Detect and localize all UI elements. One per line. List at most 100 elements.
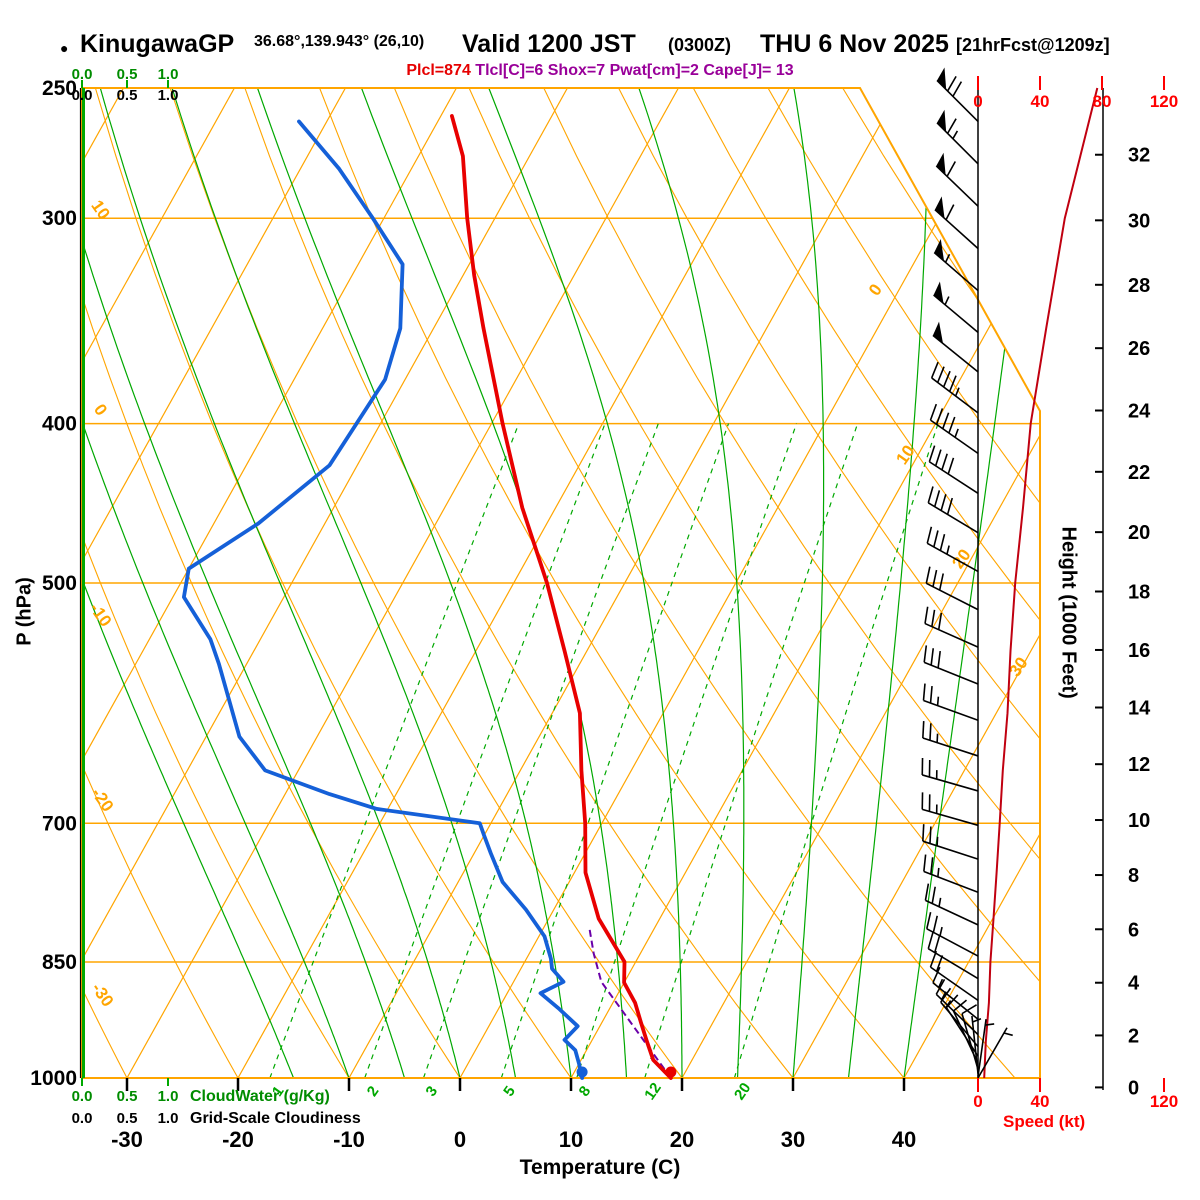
temperature-tick-labels: -30 -20 -10 0 10 20 30 40 <box>111 1078 916 1152</box>
svg-text:120: 120 <box>1150 1092 1178 1111</box>
svg-text:22: 22 <box>1128 462 1150 484</box>
cloudiness-scale-b0: 0.0 <box>71 1110 93 1127</box>
dewpoint-profile-line <box>182 119 584 1080</box>
svg-text:6: 6 <box>1128 919 1139 941</box>
moist-adiabats <box>82 88 1037 1078</box>
pressure-tick-labels: 250 300 400 500 700 850 1000 <box>30 77 77 1090</box>
valid-time: Valid 1200 JST <box>462 30 636 58</box>
svg-text:250: 250 <box>42 77 77 100</box>
svg-text:-20: -20 <box>222 1127 254 1152</box>
svg-text:32: 32 <box>1128 145 1150 167</box>
temperature-profile-line <box>450 114 673 1080</box>
cloudwater-scale-b1: 0.5 <box>116 1088 138 1105</box>
svg-text:12: 12 <box>1128 754 1150 776</box>
pressure-axis-label: P (hPa) <box>13 577 36 646</box>
cloudwater-legend: CloudWater (g/Kg) <box>190 1088 330 1105</box>
svg-text:3: 3 <box>423 1083 442 1100</box>
svg-text:-30: -30 <box>88 979 118 1010</box>
svg-text:0: 0 <box>973 92 982 111</box>
cloudiness-scale-b2: 1.0 <box>157 1110 179 1127</box>
wind-barbs <box>921 67 1013 1079</box>
cloudwater-scale-b0: 0.0 <box>71 1088 93 1105</box>
svg-text:10: 10 <box>892 442 918 468</box>
svg-text:-30: -30 <box>111 1127 143 1152</box>
svg-text:20: 20 <box>670 1127 694 1152</box>
cloudwater-scale-b2: 1.0 <box>157 1088 179 1105</box>
svg-text:0: 0 <box>454 1127 466 1152</box>
surface-dewpoint-dot <box>576 1066 588 1078</box>
cloudiness-legend: Grid-Scale Cloudiness <box>190 1110 361 1127</box>
svg-text:18: 18 <box>1128 582 1150 604</box>
svg-text:16: 16 <box>1128 640 1150 662</box>
svg-text:0: 0 <box>973 1092 982 1111</box>
wind-speed-curve <box>983 87 1099 1079</box>
svg-text:1000: 1000 <box>30 1067 77 1090</box>
svg-text:120: 120 <box>1150 92 1178 111</box>
svg-text:-10: -10 <box>86 599 116 630</box>
valid-date: THU 6 Nov 2025 <box>760 30 949 58</box>
svg-text:700: 700 <box>42 812 77 835</box>
background-grid <box>82 88 1040 1078</box>
cloudiness-scale-0: 0.0 <box>71 87 93 104</box>
svg-text:40: 40 <box>1031 1092 1050 1111</box>
surface-temperature-dot <box>665 1066 677 1078</box>
svg-text:300: 300 <box>42 207 77 230</box>
svg-text:2: 2 <box>1128 1025 1139 1047</box>
isotherm-gridlines <box>82 88 1040 1078</box>
svg-text:8: 8 <box>576 1083 595 1100</box>
svg-text:80: 80 <box>1093 92 1112 111</box>
svg-text:30: 30 <box>1128 210 1150 232</box>
isobar-gridlines <box>82 88 1040 1078</box>
svg-text:850: 850 <box>42 951 77 974</box>
temperature-axis-label: Temperature (C) <box>519 1156 681 1179</box>
svg-text:20: 20 <box>1128 522 1150 544</box>
forecast-hour: [21hrFcst@1209z] <box>956 35 1110 55</box>
svg-text:2: 2 <box>364 1083 383 1100</box>
derived-indices: Tlcl[C]=6 Shox=7 Pwat[cm]=2 Cape[J]= 13 <box>475 62 794 79</box>
svg-text:500: 500 <box>42 572 77 595</box>
svg-text:5: 5 <box>500 1083 519 1100</box>
height-axis-label: Height (1000 Feet) <box>1057 526 1080 699</box>
cloudwater-scale-2: 1.0 <box>157 66 179 83</box>
svg-text:10: 10 <box>559 1127 583 1152</box>
cloudiness-scale-1: 0.5 <box>116 87 138 104</box>
svg-text:40: 40 <box>1031 92 1050 111</box>
svg-text:30: 30 <box>781 1127 805 1152</box>
cloudwater-scale-1: 0.5 <box>116 66 138 83</box>
svg-text:24: 24 <box>1128 401 1151 423</box>
lcl-pressure: Plcl=874 <box>406 62 471 79</box>
svg-text:8: 8 <box>1128 865 1139 887</box>
svg-text:0: 0 <box>1128 1077 1139 1099</box>
svg-text:14: 14 <box>1128 698 1151 720</box>
valid-time-z: (0300Z) <box>668 35 732 55</box>
profiles <box>182 114 677 1080</box>
sounding-parameters: Plcl=874 Tlcl[C]=6 Shox=7 Pwat[cm]=2 Cap… <box>0 62 1200 80</box>
station-bullet-icon: ● <box>60 40 69 56</box>
cloudiness-scale-2: 1.0 <box>157 87 179 104</box>
svg-text:28: 28 <box>1128 275 1150 297</box>
mixing-ratio-lines <box>269 423 939 1078</box>
svg-text:4: 4 <box>1128 973 1140 995</box>
svg-text:10: 10 <box>1128 810 1150 832</box>
svg-text:0: 0 <box>865 281 886 300</box>
svg-text:10: 10 <box>87 197 113 223</box>
svg-text:26: 26 <box>1128 338 1150 360</box>
svg-text:-10: -10 <box>333 1127 365 1152</box>
svg-text:20: 20 <box>731 1080 754 1103</box>
speed-tick-labels-top: 0 40 80 120 <box>973 76 1178 111</box>
cloudiness-scale-b1: 0.5 <box>116 1110 138 1127</box>
svg-text:0: 0 <box>90 401 111 420</box>
speed-tick-labels-bottom: 0 40 120 <box>973 1078 1178 1111</box>
station-name: KinugawaGP <box>80 30 235 58</box>
station-coordinates: 36.68°,139.943° (26,10) <box>254 33 425 50</box>
cloudwater-scale-0: 0.0 <box>71 66 93 83</box>
cloudwater-zero-line <box>79 88 85 1078</box>
speed-axis-label: Speed (kt) <box>1003 1112 1086 1131</box>
svg-text:40: 40 <box>892 1127 916 1152</box>
svg-text:12: 12 <box>641 1080 664 1103</box>
svg-text:400: 400 <box>42 413 77 436</box>
